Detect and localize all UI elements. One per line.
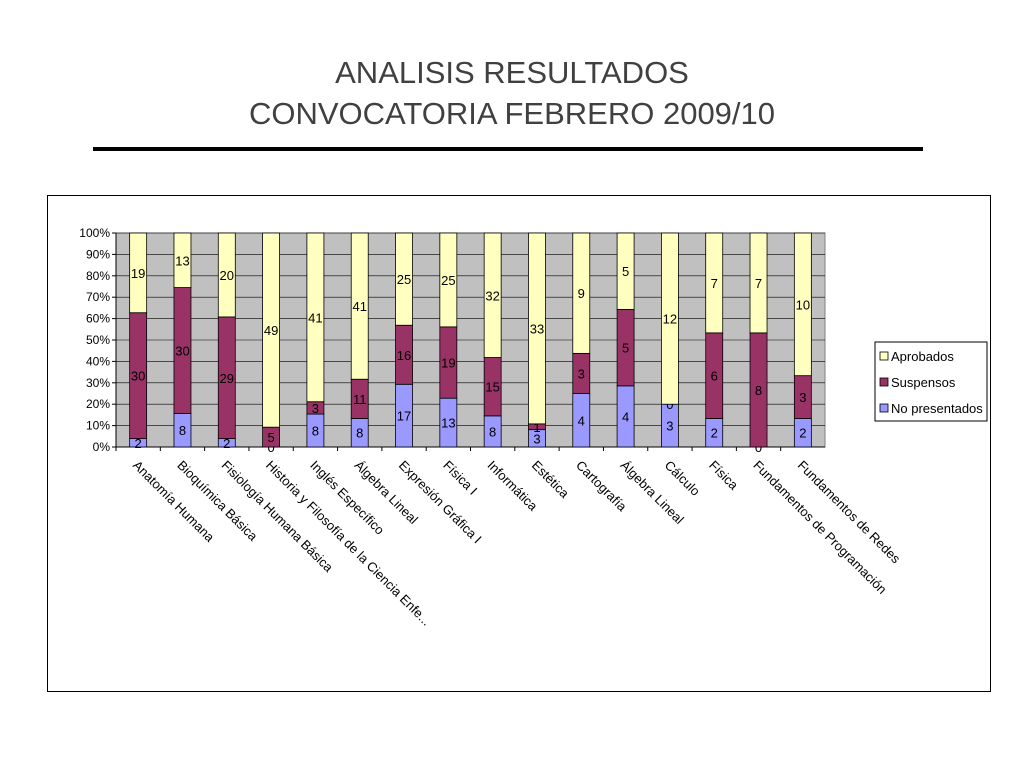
data-label: 11	[353, 392, 367, 407]
data-label: 2	[223, 436, 230, 451]
data-label: 1	[533, 420, 540, 435]
bar-aprobados	[395, 232, 413, 326]
bar-aprobados	[129, 232, 148, 314]
y-tick-label: 90%	[86, 247, 110, 261]
data-label: 3	[533, 431, 540, 446]
category-label: Expresión Gráfica I	[396, 458, 485, 547]
y-tick-label: 100%	[79, 226, 110, 240]
bar-aprobados	[350, 232, 369, 380]
category-label: Anatomía Humana	[130, 458, 218, 546]
bar-aprobados	[616, 232, 635, 310]
title-line-2: CONVOCATORIA FEBRERO 2009/10	[248, 96, 776, 131]
data-label: 5	[622, 264, 629, 279]
data-label: 13	[175, 253, 189, 268]
data-label: 9	[578, 286, 585, 301]
legend-label: Suspensos	[891, 375, 956, 390]
data-label: 19	[131, 266, 145, 281]
category-label: Física	[706, 458, 742, 494]
data-label: 0	[267, 440, 274, 455]
data-label: 4	[622, 409, 629, 424]
legend	[874, 341, 988, 422]
legend-swatch	[879, 377, 889, 387]
data-label: 8	[312, 424, 319, 439]
data-label: 2	[799, 426, 806, 441]
bar-aprobados	[572, 232, 591, 354]
data-label: 2	[711, 426, 718, 441]
category-label: Bioquímica Básica	[174, 458, 261, 545]
data-label: 10	[796, 297, 810, 312]
data-label: 3	[799, 390, 806, 405]
bar-aprobados	[262, 232, 280, 428]
y-tick-label: 10%	[86, 419, 110, 433]
bar-aprobados	[306, 232, 325, 403]
data-label: 0	[666, 397, 673, 412]
data-label: 7	[711, 276, 718, 291]
bar-aprobados	[217, 232, 236, 318]
data-label: 29	[220, 371, 234, 386]
data-label: 17	[397, 409, 411, 424]
data-label: 0	[755, 440, 762, 455]
data-label: 5	[267, 430, 274, 445]
data-label: 5	[622, 341, 629, 356]
data-label: 49	[264, 323, 278, 338]
data-label: 13	[441, 416, 455, 431]
y-tick-label: 50%	[86, 333, 110, 347]
chart-frame: 0% 10% 20% 30% 40% 50% 60% 70% 80% 90% 100% 2 30 19 An…	[47, 195, 991, 692]
data-label: 20	[220, 268, 234, 283]
bar-aprobados	[661, 232, 679, 405]
y-tick-label: 40%	[86, 354, 110, 368]
bar-aprobados	[749, 232, 768, 334]
category-label: Estética	[529, 458, 573, 502]
data-label: 19	[441, 356, 455, 371]
data-label: 15	[485, 380, 499, 395]
y-tick-label: 70%	[86, 290, 110, 304]
title-underline	[93, 147, 923, 151]
data-label: 41	[352, 299, 366, 314]
data-label: 33	[530, 321, 544, 336]
data-label: 30	[131, 369, 145, 384]
data-label: 8	[755, 383, 762, 398]
bar-aprobados	[705, 232, 724, 334]
bar-aprobados	[439, 232, 458, 328]
slide-title: ANALISIS RESULTADOS CONVOCATORIA FEBRERO…	[0, 52, 1024, 134]
bar-aprobados	[528, 232, 546, 425]
legend-swatch	[879, 351, 889, 361]
data-label: 3	[312, 401, 319, 416]
data-label: 41	[308, 310, 322, 325]
legend-label: No presentados	[891, 401, 983, 416]
bar-aprobados	[483, 232, 502, 358]
category-label: Física I	[440, 458, 480, 498]
data-label: 12	[663, 312, 677, 327]
data-label: 7	[755, 276, 762, 291]
y-tick-label: 0%	[93, 440, 111, 454]
y-tick-label: 30%	[86, 376, 110, 390]
data-label: 32	[485, 288, 499, 303]
data-label: 25	[441, 273, 455, 288]
legend-label: Aprobados	[891, 349, 954, 364]
data-label: 6	[711, 369, 718, 384]
data-label: 8	[179, 423, 186, 438]
bar-aprobados	[173, 232, 192, 288]
chart-svg: 0%10%20%30%40%50%60%70%80%90%100%23019An…	[79, 226, 988, 629]
data-label: 30	[175, 343, 189, 358]
data-label: 3	[578, 366, 585, 381]
data-label: 8	[356, 426, 363, 441]
legend-swatch	[879, 403, 889, 413]
data-label: 3	[666, 419, 673, 434]
data-label: 8	[489, 424, 496, 439]
y-tick-label: 20%	[86, 397, 110, 411]
data-label: 16	[397, 348, 411, 363]
data-label: 4	[578, 413, 585, 428]
title-line-1: ANALISIS RESULTADOS	[335, 55, 689, 90]
data-label: 2	[135, 436, 142, 451]
bar-aprobados	[793, 232, 812, 377]
y-tick-label: 80%	[86, 269, 110, 283]
y-tick-label: 60%	[86, 312, 110, 326]
data-label: 25	[397, 272, 411, 287]
category-label: Historia y Filosofía de la Ciencia Enfe.…	[263, 458, 434, 629]
category-label: Cálculo	[662, 458, 703, 499]
